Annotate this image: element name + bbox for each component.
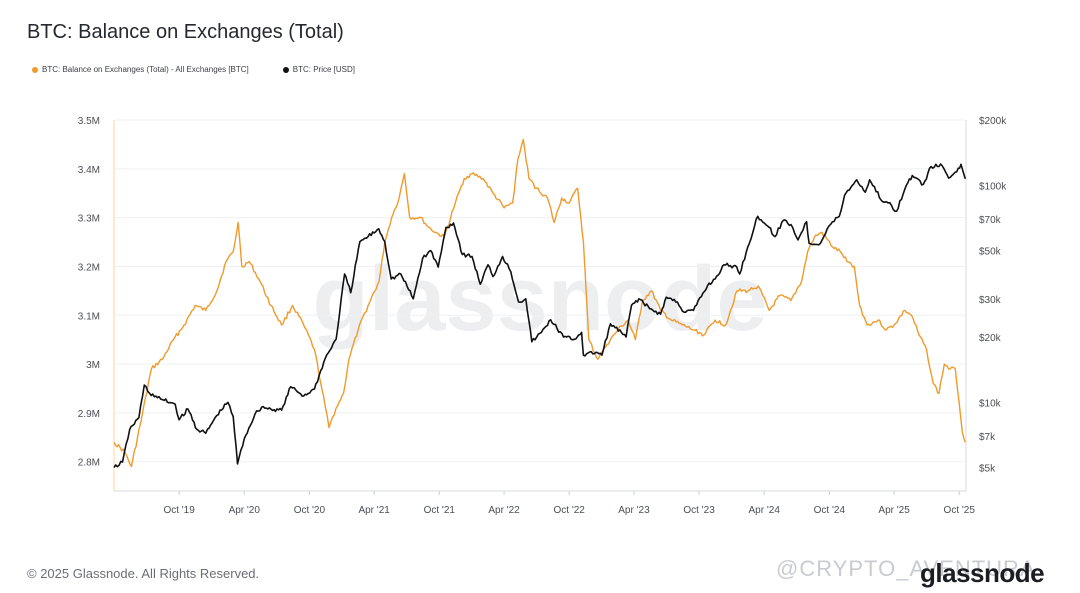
legend-label-balance: BTC: Balance on Exchanges (Total) - All … [42, 65, 249, 74]
x-tick-label-7: Apr '23 [618, 505, 650, 516]
right-tick-label-6: $70k [979, 215, 1002, 226]
x-tick-label-11: Apr '25 [878, 505, 910, 516]
right-tick-label-0: $5k [979, 464, 996, 475]
balance-series-line [113, 138, 966, 468]
right-tick-label-7: $100k [979, 181, 1007, 192]
left-tick-label-6: 3.4M [78, 165, 100, 176]
legend-item-price[interactable]: BTC: Price [USD] [282, 65, 355, 74]
left-axis-ticks: 2.8M 2.9M 3M 3.1M 3.2M 3.3M 3.4M 3.5M [78, 116, 100, 469]
left-tick-label-5: 3.3M [78, 214, 100, 225]
credit-watermark: @CRYPTO_AVENTURA [776, 556, 1036, 581]
left-tick-label-4: 3.2M [78, 262, 100, 273]
copyright-text: © 2025 Glassnode. All Rights Reserved. [27, 566, 260, 581]
price-series-line [113, 163, 967, 469]
left-tick-label-2: 3M [86, 360, 100, 371]
left-tick-label-1: 2.9M [78, 409, 100, 420]
right-tick-label-1: $7k [979, 432, 996, 443]
left-tick-label-0: 2.8M [78, 458, 100, 469]
glassnode-logo: glassnode [920, 558, 1045, 588]
right-tick-label-3: $20k [979, 333, 1002, 344]
x-tick-label-12: Oct '25 [944, 505, 976, 516]
x-tick-label-3: Apr '21 [358, 505, 390, 516]
x-tick-label-8: Oct '23 [683, 505, 715, 516]
x-tick-label-2: Oct '20 [294, 505, 326, 516]
x-tick-label-0: Oct '19 [163, 505, 195, 516]
legend-item-balance[interactable]: BTC: Balance on Exchanges (Total) - All … [32, 65, 249, 74]
right-tick-label-5: $50k [979, 247, 1002, 258]
right-tick-label-2: $10k [979, 398, 1002, 409]
x-tick-label-1: Apr '20 [229, 505, 261, 516]
x-tick-label-6: Oct '22 [553, 505, 585, 516]
x-tick-label-4: Oct '21 [424, 505, 456, 516]
legend-label-price: BTC: Price [USD] [292, 65, 355, 74]
right-tick-label-4: $30k [979, 295, 1002, 306]
gridlines [114, 119, 966, 463]
right-tick-label-8: $200k [979, 116, 1007, 127]
x-tick-label-5: Apr '22 [488, 505, 520, 516]
right-axis-ticks: $5k $7k $10k $20k $30k $50k $70k $100k $200k [979, 116, 1007, 475]
chart-title: BTC: Balance on Exchanges (Total) [27, 21, 344, 43]
chart-legend: BTC: Balance on Exchanges (Total) - All … [32, 65, 355, 74]
series-layer [113, 138, 967, 469]
x-tick-label-9: Apr '24 [749, 505, 781, 516]
x-axis-ticks: Oct '19 Apr '20 Oct '20 Apr '21 Oct '21 Apr '… [163, 491, 975, 516]
x-tick-label-10: Oct '24 [814, 505, 846, 516]
left-tick-label-7: 3.5M [78, 116, 100, 127]
left-tick-label-3: 3.1M [78, 311, 100, 322]
legend-swatch-price [282, 66, 289, 73]
legend-swatch-balance [32, 66, 38, 73]
